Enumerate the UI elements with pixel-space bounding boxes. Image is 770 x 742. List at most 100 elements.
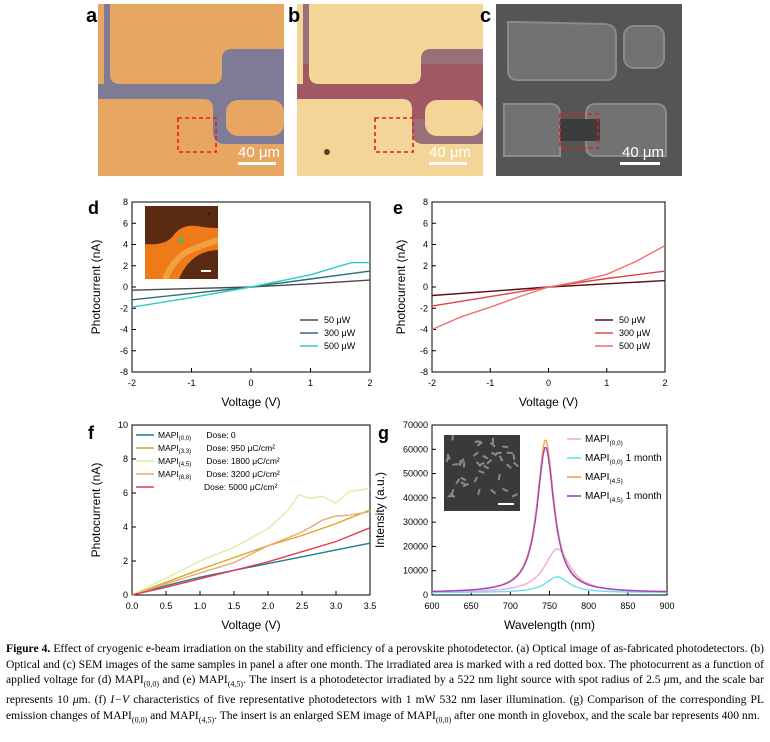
chart-e: e -2 -1 0 1 2 -8 -6 -4 -2 0 2 4 6 8 Voltage (V) Photocur… <box>393 197 668 409</box>
caption-body: Effect of cryogenic e-beam irradiation o… <box>6 642 764 724</box>
x-tick-label: 650 <box>464 601 479 611</box>
x-axis-label: Wavelength (nm) <box>504 618 595 632</box>
series-line-1 <box>431 270 666 307</box>
x-tick-label: 0.5 <box>160 601 173 611</box>
y-tick-label: 60000 <box>403 444 428 454</box>
scalebar <box>429 162 467 165</box>
y-tick-label: 20000 <box>403 541 428 551</box>
caption-text: m, and the scale bar represents 10 <box>6 673 764 707</box>
caption-text: and MAPI <box>147 708 199 722</box>
scalebar <box>620 162 660 165</box>
sem-grain <box>495 451 502 455</box>
caption-subscript: (4,5) <box>198 715 215 724</box>
x-tick-label: 700 <box>503 601 518 611</box>
legend-entry: MAPI(0,0) 1 month <box>585 453 662 466</box>
caption-subscript: (0,0) <box>143 679 160 689</box>
x-tick-label: 1.5 <box>228 601 241 611</box>
y-tick-label: 0 <box>123 590 128 600</box>
legend-dose: Dose: 3200 μC/cm² <box>204 469 280 479</box>
y-tick-label: -2 <box>120 303 128 313</box>
inset-sem-image <box>444 435 520 511</box>
y-tick-label: 6 <box>423 218 428 228</box>
y-tick-label: 0 <box>423 282 428 292</box>
caption-text: Effect of cryogenic e-beam irradiation o… <box>6 642 764 687</box>
x-tick-label: 0 <box>546 378 551 388</box>
series-line-2 <box>131 487 371 596</box>
legend-dose: Dose: 0 <box>204 430 236 440</box>
x-tick-label: 0 <box>248 378 253 388</box>
legend-entry: 500 μW <box>619 341 651 351</box>
caption-italic: μ <box>663 673 670 687</box>
x-tick-label: 0.0 <box>126 601 139 611</box>
panel-letter-c: c <box>480 5 492 27</box>
x-tick-label: 2 <box>367 378 372 388</box>
legend-entry: MAPI(0,0) <box>585 434 623 447</box>
sem-grain <box>474 440 481 443</box>
sem-grain <box>506 451 513 455</box>
y-tick-label: -8 <box>420 367 428 377</box>
y-tick-label: 0 <box>123 282 128 292</box>
y-axis-label: Photocurrent (nA) <box>89 240 103 335</box>
legend-entry: 50 μW <box>324 315 351 325</box>
sem-grain <box>451 435 455 441</box>
y-tick-label: 70000 <box>403 420 428 430</box>
y-tick-label: 8 <box>123 197 128 207</box>
micrograph-b: 40 μm <box>297 4 483 176</box>
legend-name: MAPI <box>158 469 179 479</box>
y-tick-label: 10 <box>118 420 128 430</box>
legend-sub: (0,0) <box>609 459 622 466</box>
x-tick-label: 1 <box>604 378 609 388</box>
caption-label: Figure 4. <box>6 642 51 655</box>
red-dotted-box <box>559 113 599 149</box>
sem-grain <box>492 437 495 444</box>
series-line-0 <box>431 279 666 297</box>
x-tick-label: 1 <box>308 378 313 388</box>
series-line-3 <box>131 511 371 596</box>
series-line-0 <box>131 279 371 291</box>
legend-name: MAPI <box>585 453 609 464</box>
y-tick-label: 4 <box>423 240 428 250</box>
sem-grain <box>459 458 465 465</box>
sem-grain <box>483 464 490 470</box>
x-tick-label: 1.0 <box>194 601 207 611</box>
x-tick-label: 3.5 <box>364 601 377 611</box>
sem-grain <box>486 458 493 465</box>
y-tick-label: 50000 <box>403 469 428 479</box>
x-tick-label: 800 <box>581 601 596 611</box>
y-tick-label: 0 <box>423 590 428 600</box>
caption-subscript: (0,0) <box>435 715 452 724</box>
legend-entry: 50 μW <box>619 315 646 325</box>
series-line-0 <box>432 548 667 593</box>
y-axis-label: Intensity (a.u.) <box>373 472 387 548</box>
y-tick-label: 6 <box>123 218 128 228</box>
figure-caption: Figure 4. Effect of cryogenic e-beam irr… <box>6 641 764 728</box>
sem-grain <box>512 453 516 460</box>
y-tick-label: 30000 <box>403 517 428 527</box>
legend-sub: (4,5) <box>609 478 622 485</box>
y-tick-label: -6 <box>420 346 428 356</box>
legend-suffix: 1 month <box>623 491 662 502</box>
scalebar-label: 40 μm <box>238 144 280 161</box>
legend-dose: Dose: 5000 μC/cm² <box>204 482 278 492</box>
x-tick-label: 3.0 <box>330 601 343 611</box>
y-tick-label: 4 <box>123 240 128 250</box>
y-tick-label: 8 <box>123 454 128 464</box>
sem-grain <box>477 488 481 495</box>
legend-entry: Dose: 5000 μC/cm² <box>204 482 278 492</box>
legend-sub: (4,5) <box>609 497 622 504</box>
legend-entry: 500 μW <box>324 341 356 351</box>
scalebar-label: 40 μm <box>429 144 471 161</box>
series-line-1 <box>131 509 371 596</box>
sem-grain <box>497 473 501 481</box>
x-tick-label: 2.5 <box>296 601 309 611</box>
legend-entry: MAPI(3,3) Dose: 950 μC/cm² <box>158 443 275 455</box>
sem-grain <box>463 461 466 468</box>
y-tick-label: 40000 <box>403 493 428 503</box>
series-line-2 <box>131 261 370 308</box>
micrograph-b-drawing <box>297 4 483 176</box>
chart-f: f 0.0 0.5 1.0 1.5 2.0 2.5 3.0 3.5 0 2 4 6 8 10 Voltage … <box>88 420 377 632</box>
sem-grain <box>490 488 497 495</box>
legend-dose: Dose: 1800 μC/cm² <box>204 456 280 466</box>
sem-grain <box>502 445 509 449</box>
x-tick-label: -1 <box>486 378 494 388</box>
